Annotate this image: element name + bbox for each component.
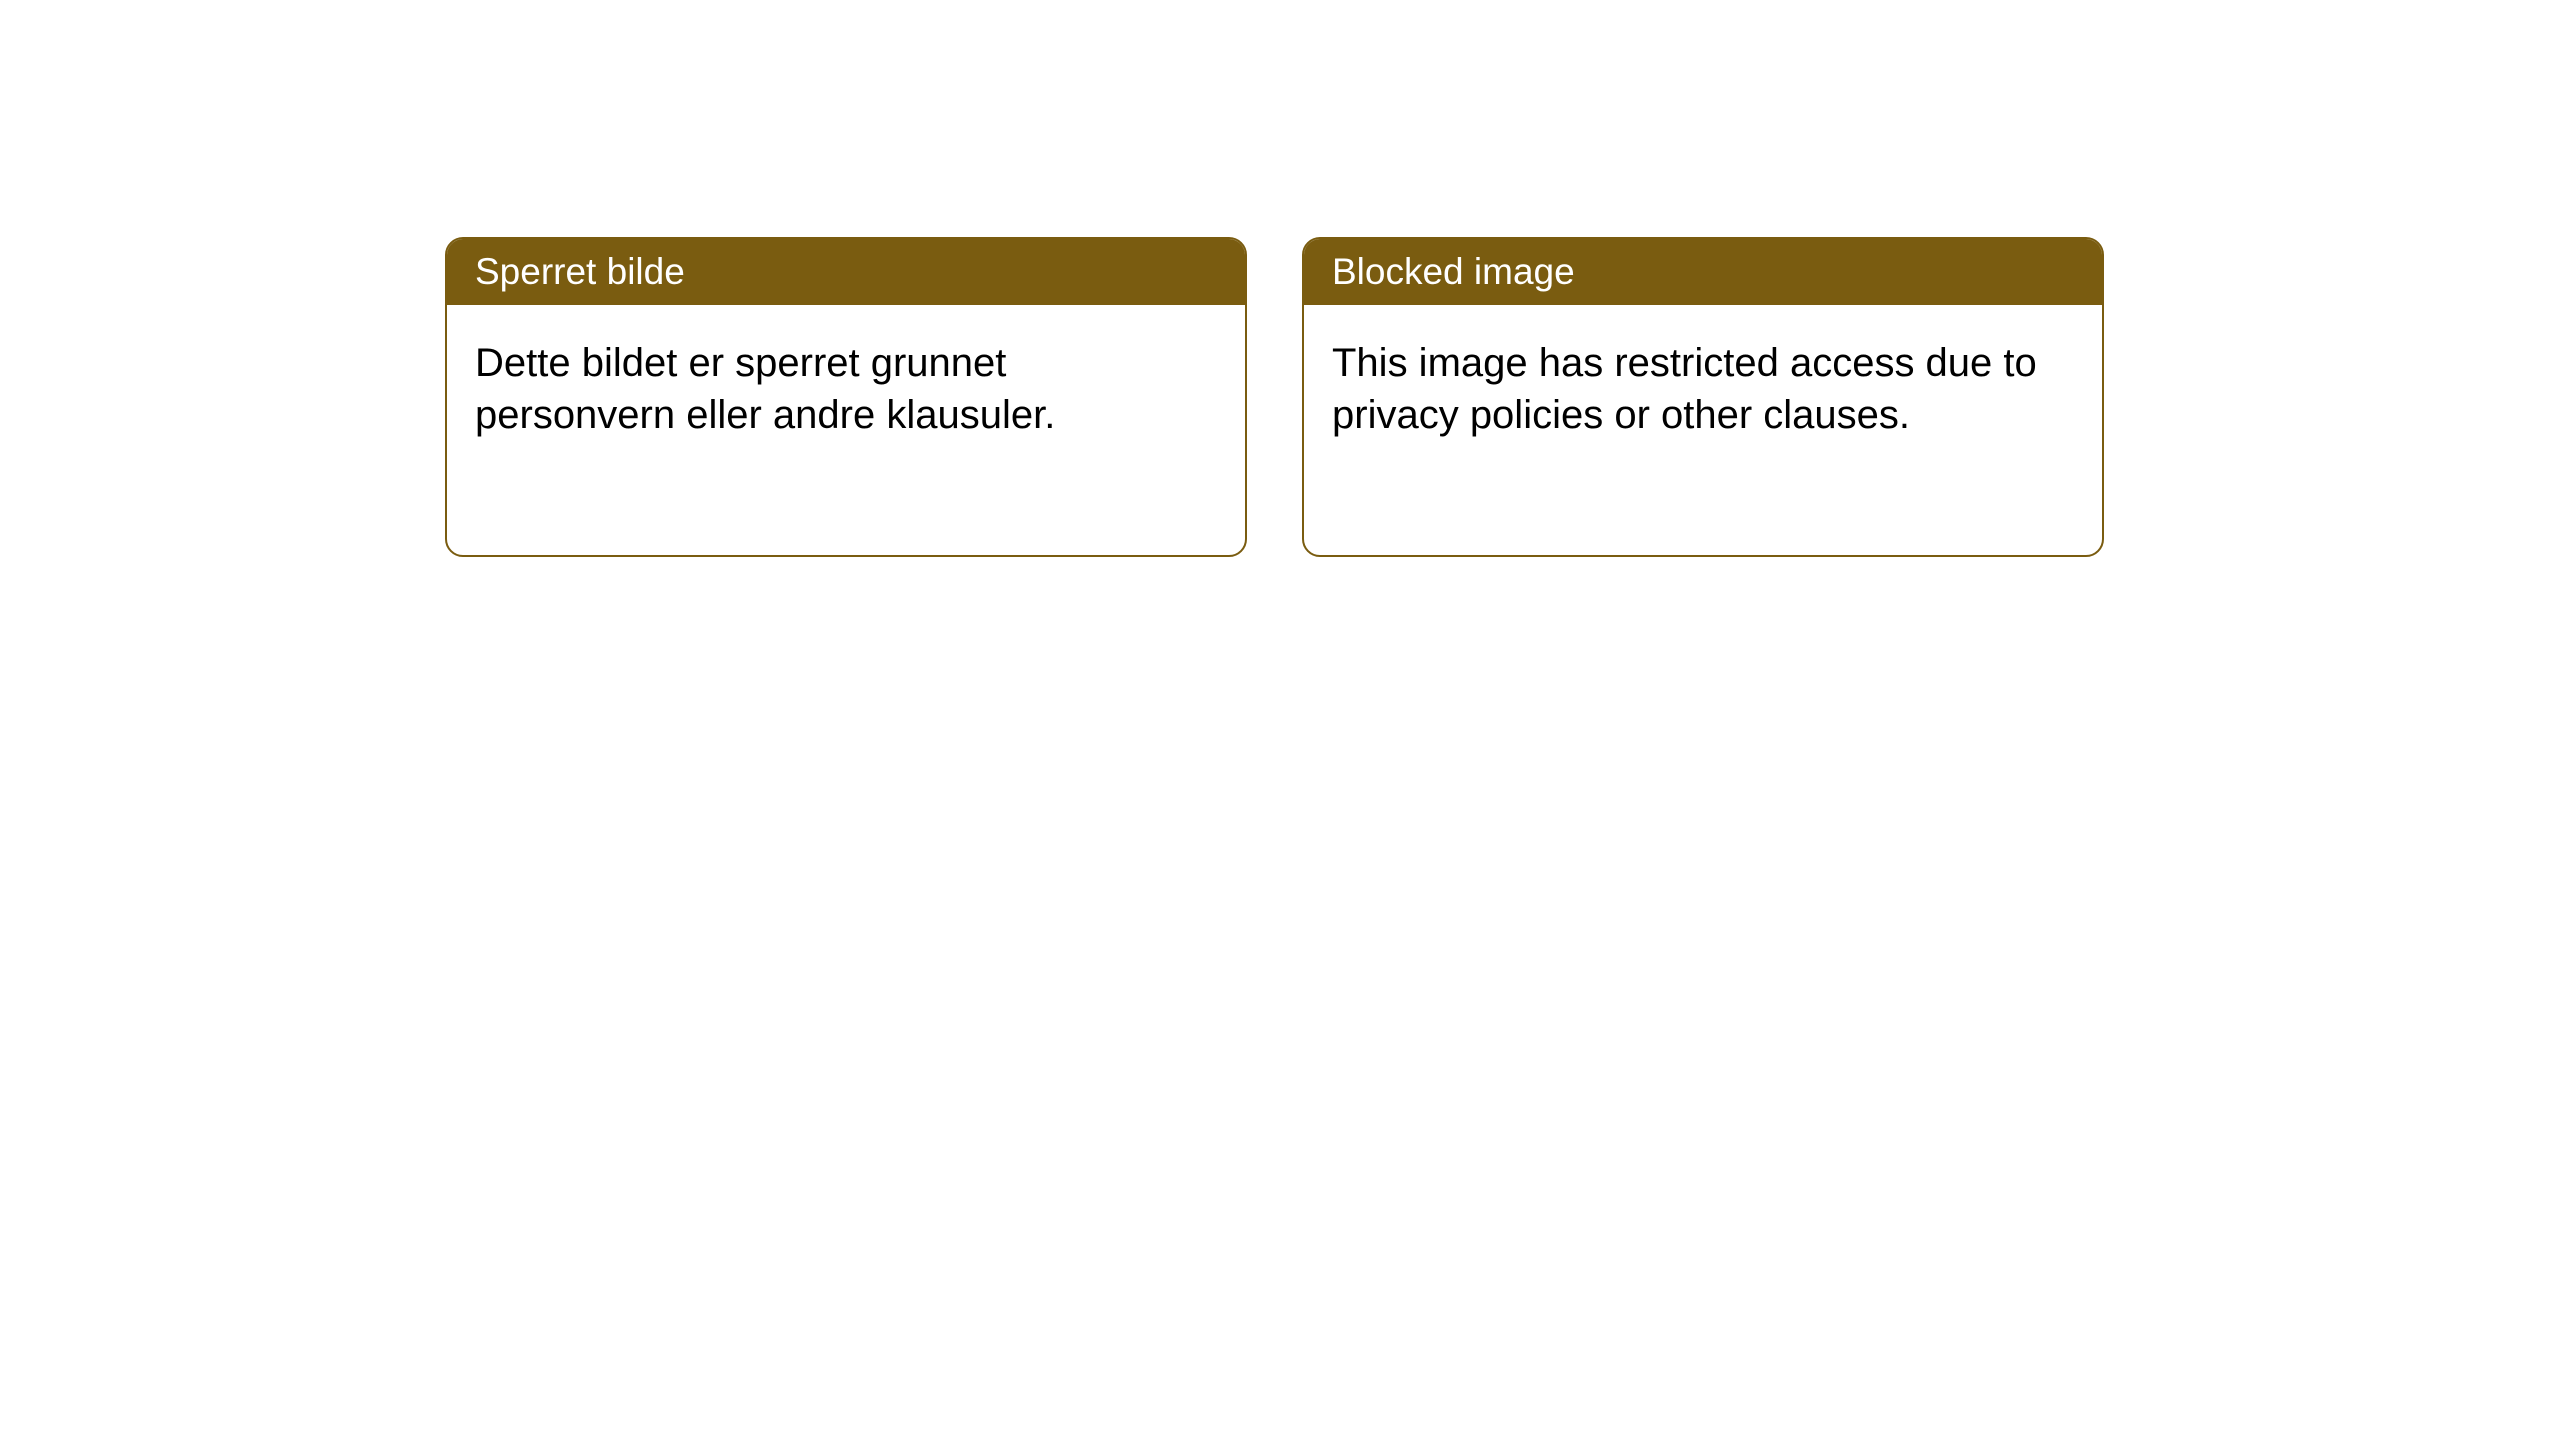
notice-header: Blocked image	[1304, 239, 2102, 305]
notice-text: This image has restricted access due to …	[1332, 341, 2037, 437]
notice-card-english: Blocked image This image has restricted …	[1302, 237, 2104, 557]
notice-header: Sperret bilde	[447, 239, 1245, 305]
notice-text: Dette bildet er sperret grunnet personve…	[475, 341, 1055, 437]
notice-body: This image has restricted access due to …	[1304, 305, 2102, 555]
notices-container: Sperret bilde Dette bildet er sperret gr…	[445, 237, 2104, 557]
notice-title: Sperret bilde	[475, 251, 685, 292]
notice-title: Blocked image	[1332, 251, 1575, 292]
notice-body: Dette bildet er sperret grunnet personve…	[447, 305, 1245, 555]
notice-card-norwegian: Sperret bilde Dette bildet er sperret gr…	[445, 237, 1247, 557]
